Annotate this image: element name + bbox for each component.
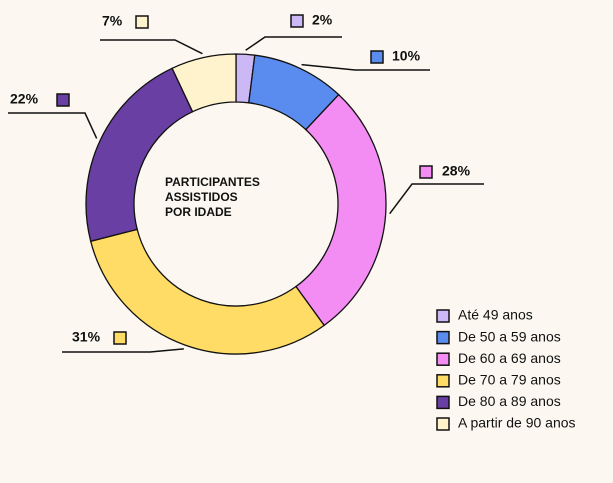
leader-line bbox=[8, 112, 98, 139]
legend-swatch bbox=[436, 417, 450, 431]
donut-segment bbox=[171, 53, 237, 113]
legend-swatch bbox=[436, 309, 450, 323]
legend-swatch bbox=[436, 395, 450, 410]
legend-label: De 80 a 89 anos bbox=[458, 393, 561, 409]
value-label: 31% bbox=[72, 329, 101, 345]
legend-label: De 50 a 59 anos bbox=[458, 328, 561, 344]
label-swatch bbox=[290, 14, 304, 28]
label-swatch bbox=[370, 50, 384, 64]
legend-label: De 60 a 69 anos bbox=[458, 350, 561, 366]
legend-label: De 70 a 79 anos bbox=[458, 372, 561, 388]
leader-line bbox=[389, 183, 484, 215]
legend-label: A partir de 90 anos bbox=[458, 415, 576, 431]
label-swatch bbox=[113, 331, 127, 345]
leader-line bbox=[62, 348, 184, 353]
leader-line bbox=[100, 39, 203, 55]
value-label: 2% bbox=[312, 12, 333, 28]
value-label: 22% bbox=[10, 91, 39, 107]
label-swatch bbox=[56, 93, 70, 107]
legend-swatch bbox=[436, 374, 450, 388]
legend-label: Até 49 anos bbox=[458, 307, 533, 323]
label-swatch bbox=[419, 165, 433, 179]
chart-title: PARTICIPANTES ASSISTIDOS POR IDADE bbox=[165, 175, 260, 219]
value-label: 28% bbox=[442, 163, 471, 179]
value-label: 10% bbox=[392, 48, 421, 64]
leader-line bbox=[245, 36, 342, 51]
value-label: 7% bbox=[102, 13, 123, 29]
legend-swatch bbox=[436, 352, 450, 366]
donut-segment bbox=[89, 228, 326, 355]
legend-swatch bbox=[436, 330, 450, 345]
donut-segment bbox=[295, 93, 387, 327]
label-swatch bbox=[135, 15, 149, 29]
leader-line bbox=[301, 63, 430, 71]
